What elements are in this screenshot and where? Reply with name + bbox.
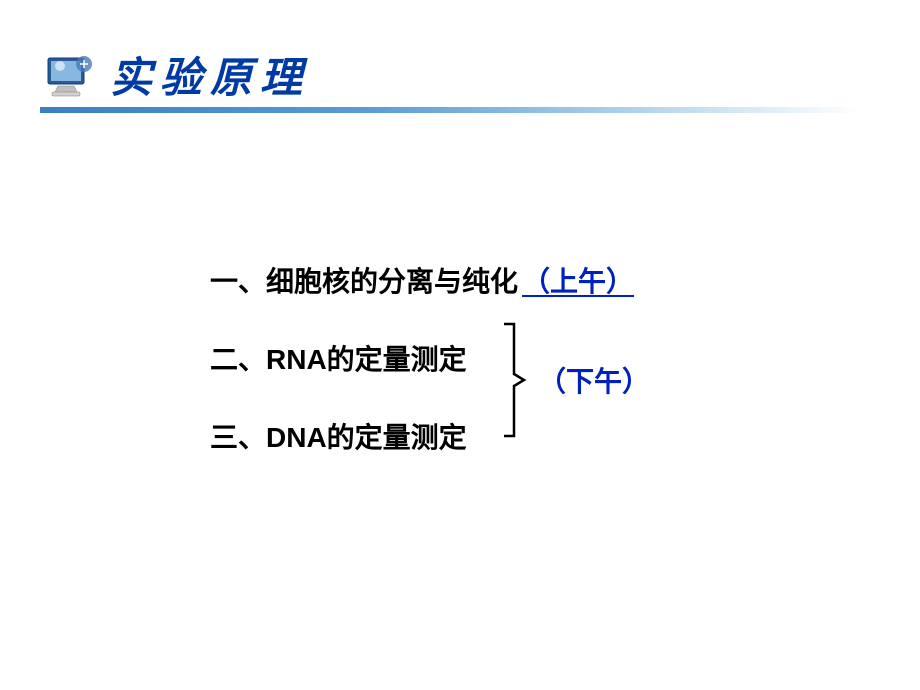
right-bracket-icon [500,320,530,440]
item-number: 一、 [210,260,266,300]
item-text: RNA的定量测定 [266,338,467,378]
header-divider [40,107,860,113]
item-text: 细胞核的分离与纯化 [266,260,518,300]
page-title: 实验原理 [110,58,310,100]
item-number: 三、 [210,416,266,456]
item-text: DNA的定量测定 [266,416,467,456]
computer-icon [40,50,100,100]
bracket-group: （下午） [500,320,650,440]
slide-header: 实验原理 [40,50,310,100]
item-note: （上午） [522,260,634,300]
item-number: 二、 [210,338,266,378]
list-item: 一、 细胞核的分离与纯化 （上午） [210,260,634,300]
bracket-label: （下午） [538,360,650,400]
